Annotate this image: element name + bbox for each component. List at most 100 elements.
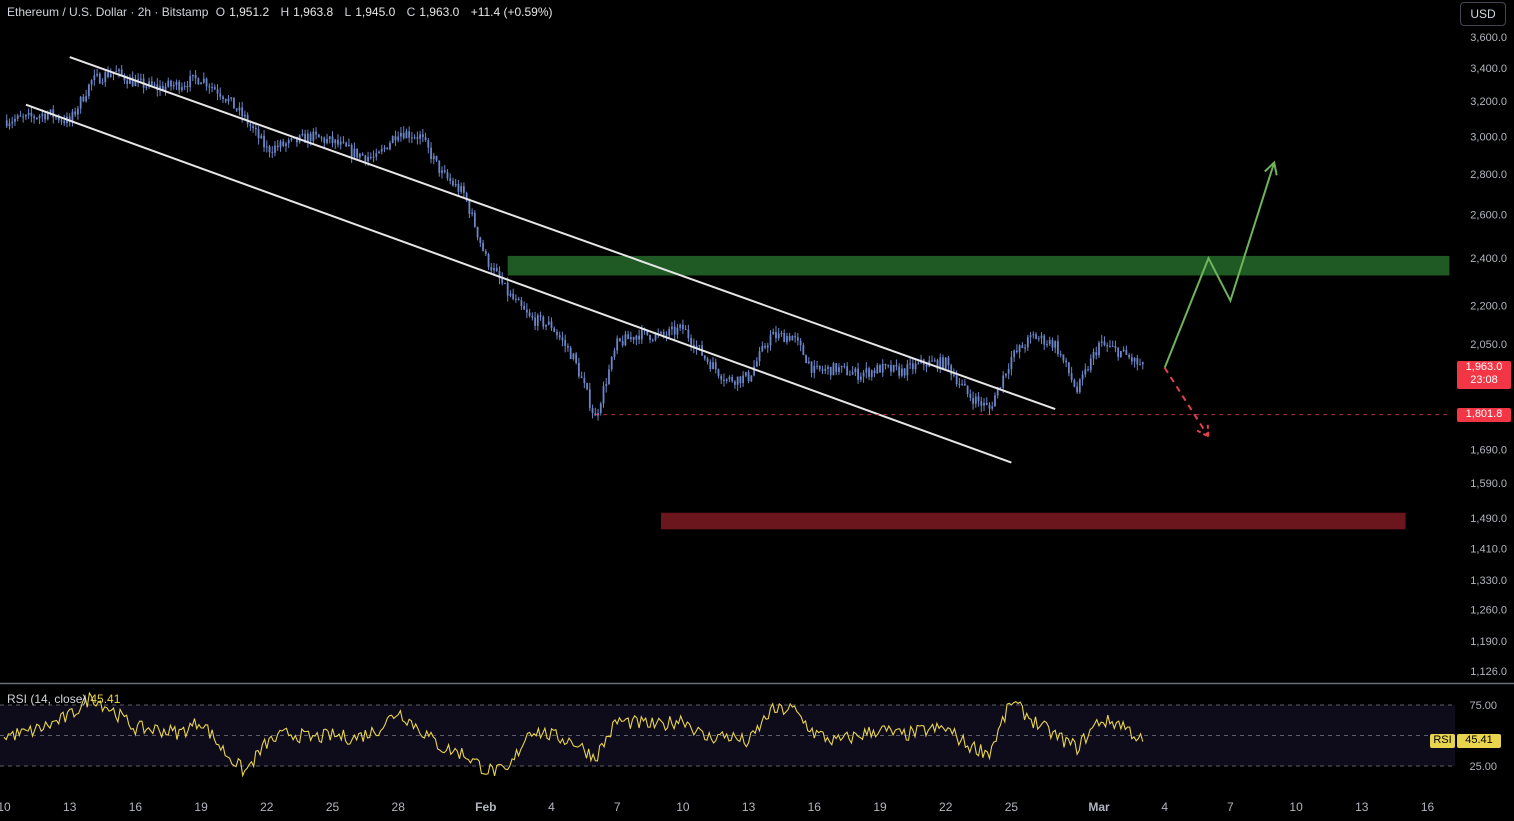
symbol-title[interactable]: Ethereum / U.S. Dollar · 2h · Bitstamp [7,5,209,19]
x-tick-label: 19 [873,800,887,814]
candle-body [312,131,315,141]
candle-body [651,339,654,341]
candle-body [1029,335,1032,338]
candle-body [780,333,783,335]
candle-body [662,331,665,335]
candle-body [728,377,731,380]
candle-body [44,113,46,120]
candle [1062,354,1065,364]
candle [416,131,419,145]
candle [545,324,547,331]
x-tick-label: 16 [808,800,822,814]
candle [1128,353,1131,360]
candle-body [274,145,276,153]
candle-body [22,116,25,118]
candle [356,148,359,161]
candle-body [386,147,389,150]
candle-body [772,332,775,335]
candle [879,363,881,373]
candle-body [1010,357,1013,370]
candle-body [640,329,643,340]
candle-body [898,366,901,376]
candle-body [202,78,205,83]
candle-body [682,324,684,330]
bar-countdown: 23:08 [1470,374,1498,386]
candle-body [170,80,172,87]
candle [799,338,802,352]
candle [312,128,315,145]
candle [1013,349,1016,362]
candle [758,346,761,366]
candle-body [304,133,307,143]
candle-body [98,73,101,84]
candle-body [520,300,523,306]
candle [438,160,441,177]
candle [274,140,276,157]
candle-body [148,81,150,87]
candle-body [536,315,539,326]
candle-body [205,78,208,87]
candle-body [60,120,63,122]
low-label: L [344,5,352,19]
candle [194,70,197,85]
candle [892,364,895,373]
candle [933,357,936,363]
candle [766,342,769,353]
candle [427,137,430,154]
candle [457,179,460,196]
candle-body [761,345,764,352]
candle-body [857,368,859,380]
candle-body [996,387,999,396]
candle-body [1122,349,1125,352]
candle-body [495,268,498,272]
candle-body [238,107,241,111]
candle-body [1114,346,1117,348]
candle-body [337,139,339,145]
candle-body [369,156,372,158]
candle [890,360,892,377]
candle-body [810,361,813,373]
candle [413,134,416,140]
candle-body [742,375,745,384]
rsi-title[interactable]: RSI (14, close) 45.41 [7,692,120,706]
candle [939,353,942,374]
candle-body [175,81,178,86]
candle [383,145,386,153]
candle [1048,336,1051,347]
y-tick-label: 2,050.0 [1470,339,1507,351]
currency-button[interactable]: USD [1460,2,1506,26]
channel-lower-line [25,103,1012,464]
candle-body [186,85,189,88]
rsi-title-value: 45.41 [90,692,121,706]
candle [920,354,922,365]
candle [586,382,588,391]
candle-body [167,80,170,87]
candle [14,114,16,126]
candle [33,114,36,124]
candle-body [296,136,298,143]
candle-body [441,170,443,173]
rsi-level-label: 75.00 [1469,700,1497,712]
candle-body [394,136,397,141]
candle-body [567,345,569,348]
candle-body [1032,334,1035,336]
candle [605,377,608,393]
candle-body [646,330,649,336]
candle [208,83,211,94]
candle [1098,340,1100,358]
candle-body [843,365,846,367]
candle [1076,381,1078,395]
close-label: C [406,5,416,19]
candle-body [1037,338,1040,340]
candle [1122,346,1125,353]
candle [1095,346,1098,360]
candle [1015,344,1018,354]
candle [487,252,490,270]
candle-body [435,155,438,161]
candle [1021,342,1024,349]
candle-body [687,329,690,339]
candle-body [498,271,501,279]
candle-body [838,367,840,373]
candle [838,363,840,375]
